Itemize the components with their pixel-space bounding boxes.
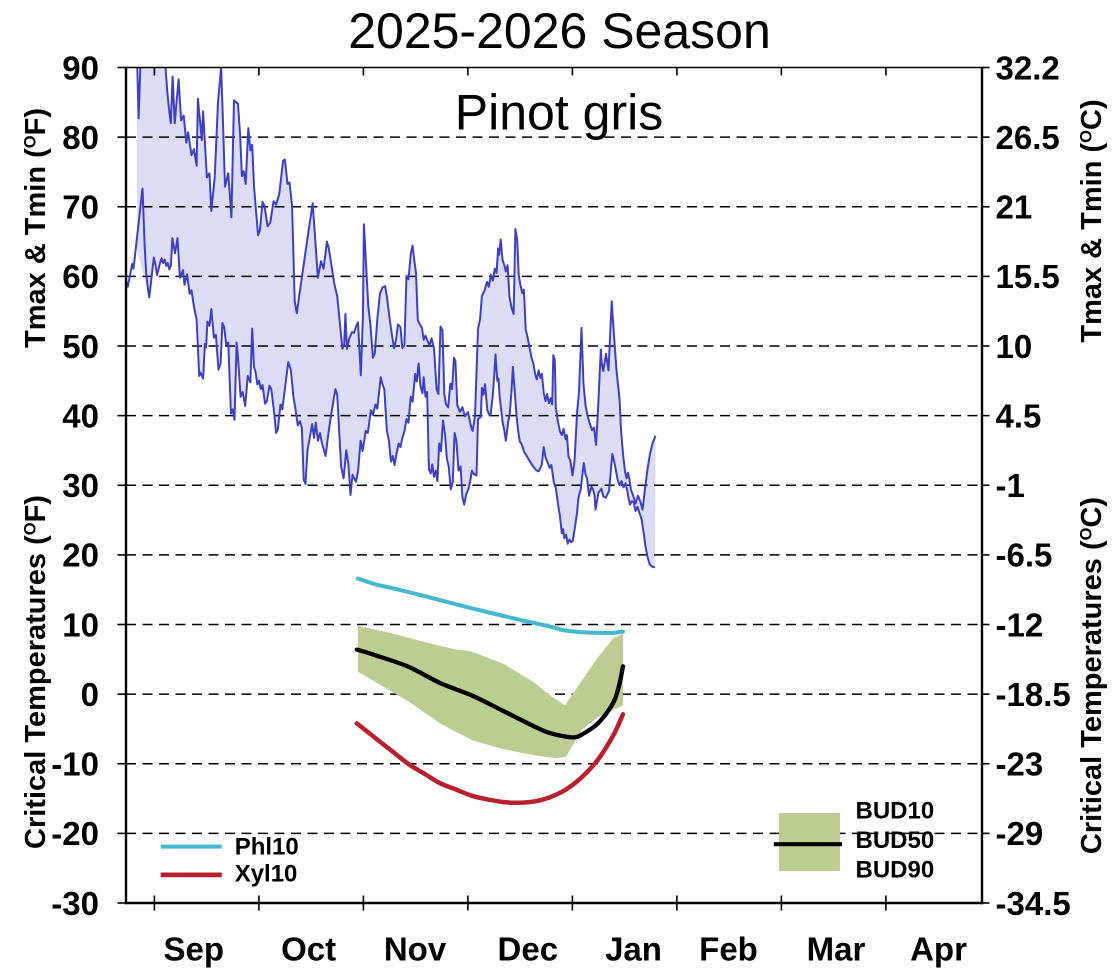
svg-text:-29: -29	[996, 815, 1044, 852]
svg-text:30: 30	[62, 467, 99, 504]
svg-text:Apr: Apr	[910, 931, 967, 968]
svg-text:Feb: Feb	[699, 931, 758, 968]
svg-text:Jan: Jan	[605, 931, 662, 968]
svg-text:BUD10: BUD10	[856, 798, 935, 825]
svg-text:Mar: Mar	[807, 931, 866, 968]
svg-text:-20: -20	[51, 815, 99, 852]
svg-text:Xyl10: Xyl10	[235, 861, 298, 888]
svg-text:Oct: Oct	[281, 931, 336, 968]
svg-text:70: 70	[62, 189, 99, 226]
svg-text:10: 10	[62, 606, 99, 643]
svg-text:Pinot gris: Pinot gris	[455, 85, 663, 141]
svg-text:Sep: Sep	[164, 931, 225, 968]
svg-text:80: 80	[62, 119, 99, 156]
svg-text:BUD50: BUD50	[856, 827, 935, 854]
svg-text:-18.5: -18.5	[996, 676, 1071, 713]
svg-text:20: 20	[62, 537, 99, 574]
svg-text:21: 21	[996, 189, 1033, 226]
svg-text:-34.5: -34.5	[996, 885, 1071, 922]
svg-text:50: 50	[62, 328, 99, 365]
svg-text:60: 60	[62, 258, 99, 295]
svg-text:-6.5: -6.5	[996, 537, 1053, 574]
svg-text:4.5: 4.5	[996, 397, 1042, 434]
svg-text:2025-2026 Season: 2025-2026 Season	[348, 3, 771, 59]
svg-text:-1: -1	[996, 467, 1025, 504]
svg-text:10: 10	[996, 328, 1033, 365]
svg-text:Dec: Dec	[498, 931, 559, 968]
svg-text:26.5: 26.5	[996, 119, 1060, 156]
svg-text:32.2: 32.2	[996, 49, 1060, 86]
svg-text:-10: -10	[51, 746, 99, 783]
svg-text:15.5: 15.5	[996, 258, 1060, 295]
svg-text:Critical Temperatures (OC): Critical Temperatures (OC)	[1076, 497, 1108, 854]
svg-text:Nov: Nov	[384, 931, 447, 968]
svg-text:Phl10: Phl10	[235, 833, 299, 860]
svg-text:BUD90: BUD90	[856, 857, 935, 884]
svg-text:0: 0	[81, 676, 99, 713]
svg-text:-23: -23	[996, 746, 1044, 783]
svg-text:40: 40	[62, 397, 99, 434]
svg-text:90: 90	[62, 49, 99, 86]
svg-text:-30: -30	[51, 885, 99, 922]
svg-text:Critical Temperatures (OF): Critical Temperatures (OF)	[20, 495, 52, 849]
svg-text:-12: -12	[996, 606, 1044, 643]
